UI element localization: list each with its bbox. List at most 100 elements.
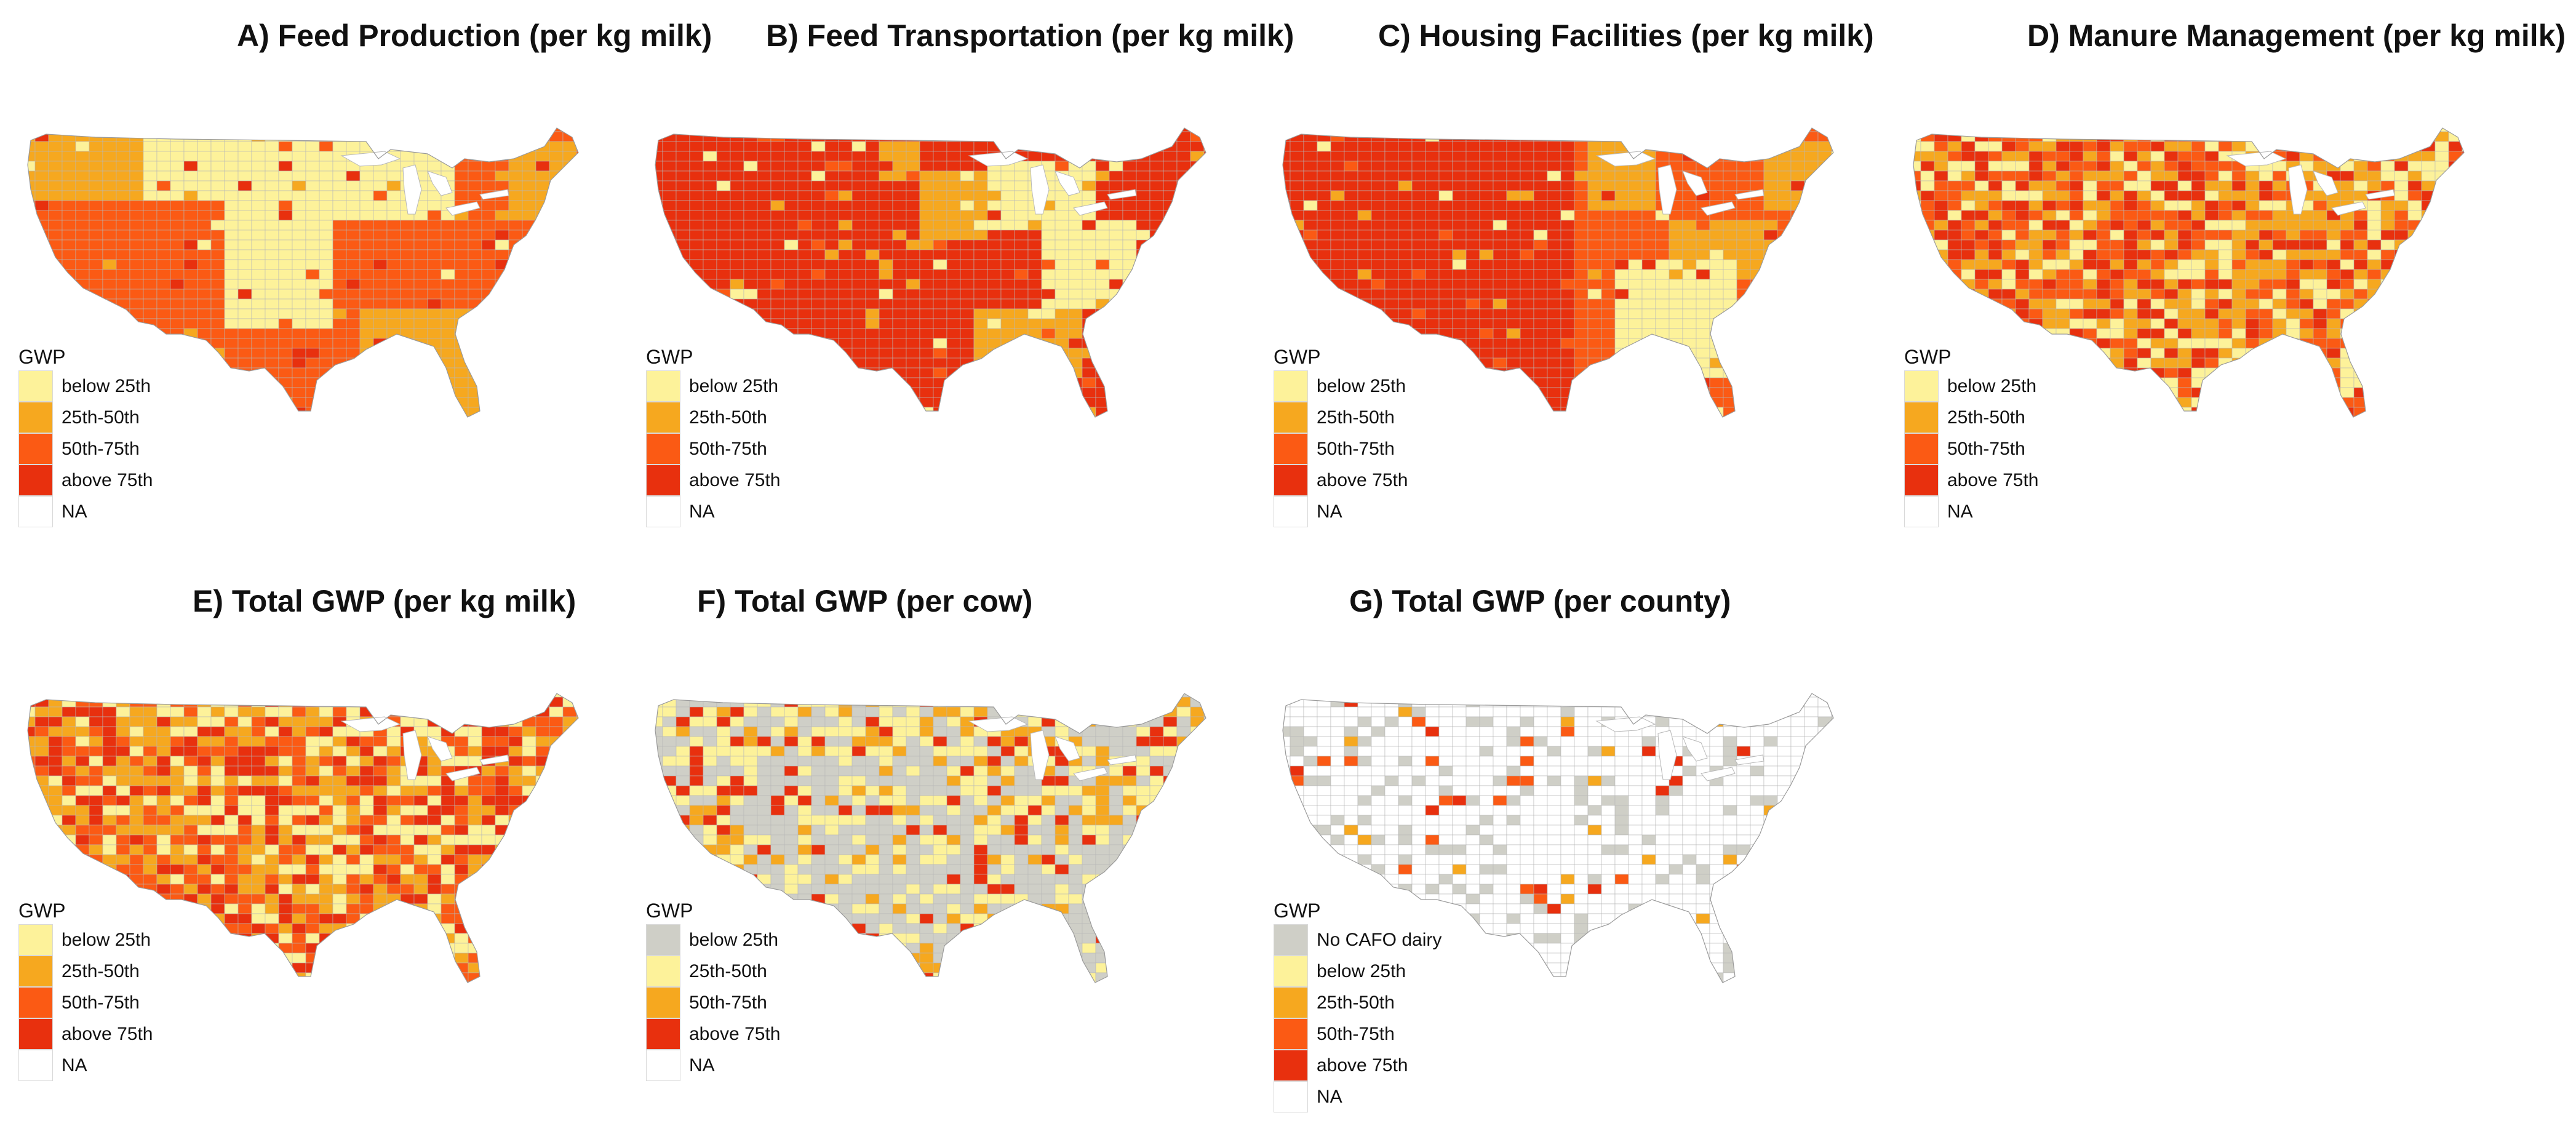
legend-title: GWP bbox=[1274, 900, 1321, 922]
great-lake bbox=[2365, 189, 2395, 200]
great-lake bbox=[1055, 170, 1080, 196]
legend-item: 50th-75th bbox=[1904, 433, 2038, 465]
us-outline bbox=[27, 127, 579, 418]
legend-item: below 25th bbox=[18, 924, 153, 956]
us-outline bbox=[1913, 127, 2465, 418]
map-total-gwp-per-cow bbox=[655, 693, 1206, 983]
legend-label: above 75th bbox=[62, 469, 153, 490]
great-lake bbox=[2226, 151, 2287, 167]
legend-swatch bbox=[646, 1050, 680, 1081]
panel-c: C) Housing Facilities (per kg milk) GWP b… bbox=[1274, 11, 1913, 565]
legend: GWP below 25th 25th-50th 50th-75th above 75t… bbox=[18, 343, 153, 527]
great-lake bbox=[445, 767, 481, 781]
great-lake bbox=[479, 189, 509, 200]
great-lake bbox=[340, 151, 401, 167]
legend-item: 50th-75th bbox=[18, 987, 153, 1018]
great-lake bbox=[402, 164, 422, 215]
panel-title: A) Feed Production (per kg milk) bbox=[237, 18, 712, 53]
us-outline bbox=[655, 693, 1206, 983]
legend-item: 50th-75th bbox=[1274, 433, 1408, 465]
legend-label: below 25th bbox=[1947, 375, 2037, 396]
legend-label: No CAFO dairy bbox=[1317, 929, 1442, 950]
legend-swatch bbox=[18, 496, 53, 527]
legend-swatch bbox=[646, 956, 680, 987]
legend-swatch bbox=[18, 433, 53, 465]
great-lake bbox=[2313, 170, 2339, 196]
legend-item: below 25th bbox=[18, 370, 153, 402]
legend: GWP below 25th 25th-50th 50th-75th above 75t… bbox=[646, 343, 780, 527]
legend-swatch bbox=[1274, 1081, 1308, 1112]
legend-swatch bbox=[18, 987, 53, 1018]
us-outline bbox=[27, 693, 579, 983]
legend-label: 25th-50th bbox=[1317, 407, 1395, 428]
legend-item: NA bbox=[646, 496, 780, 527]
legend-item: above 75th bbox=[1274, 1050, 1442, 1081]
legend-item: below 25th bbox=[646, 924, 780, 956]
us-outline bbox=[1282, 693, 1834, 983]
map-manure-management bbox=[1913, 127, 2465, 418]
legend-item: 25th-50th bbox=[1904, 402, 2038, 433]
legend-item: above 75th bbox=[646, 465, 780, 496]
legend-swatch bbox=[1274, 496, 1308, 527]
great-lake bbox=[968, 716, 1029, 732]
legend-title: GWP bbox=[646, 900, 693, 922]
legend-label: above 75th bbox=[62, 1023, 153, 1044]
legend-label: above 75th bbox=[1947, 469, 2039, 490]
legend-title: GWP bbox=[646, 346, 693, 368]
legend: GWP No CAFO dairy below 25th 25th-50th 50th-… bbox=[1274, 897, 1442, 1112]
great-lake bbox=[2331, 201, 2366, 216]
great-lake bbox=[1682, 170, 1708, 196]
legend-item: 50th-75th bbox=[18, 433, 153, 465]
legend-swatch bbox=[1274, 1050, 1308, 1081]
legend-label: below 25th bbox=[62, 375, 151, 396]
legend-label: below 25th bbox=[62, 929, 151, 950]
great-lake bbox=[340, 716, 401, 732]
great-lake bbox=[1657, 730, 1677, 780]
legend-label: 50th-75th bbox=[689, 992, 767, 1013]
legend-label: above 75th bbox=[689, 1023, 781, 1044]
legend-swatch bbox=[18, 465, 53, 496]
panel-title: C) Housing Facilities (per kg milk) bbox=[1378, 18, 1874, 53]
legend-swatch bbox=[646, 496, 680, 527]
legend-label: below 25th bbox=[689, 929, 779, 950]
great-lake bbox=[1734, 189, 1765, 200]
panel-title: B) Feed Transportation (per kg milk) bbox=[766, 18, 1294, 53]
legend-label: NA bbox=[1317, 501, 1342, 522]
legend-label: 50th-75th bbox=[1317, 1023, 1395, 1044]
legend-label: 50th-75th bbox=[689, 438, 767, 459]
legend-swatch bbox=[18, 1018, 53, 1050]
legend-swatch bbox=[1274, 1018, 1308, 1050]
panel-g: G) Total GWP (per county) GWP No CAFO dai… bbox=[1274, 577, 1913, 1130]
great-lake bbox=[1682, 736, 1708, 762]
legend-swatch bbox=[18, 924, 53, 956]
panel-title: E) Total GWP (per kg milk) bbox=[193, 584, 576, 618]
legend-swatch bbox=[1904, 370, 1939, 402]
legend-label: 50th-75th bbox=[1317, 438, 1395, 459]
legend-item: 25th-50th bbox=[18, 956, 153, 987]
panel-title: F) Total GWP (per cow) bbox=[697, 584, 1033, 618]
legend-label: above 75th bbox=[689, 469, 781, 490]
legend: GWP below 25th 25th-50th 50th-75th above 75t… bbox=[18, 897, 153, 1081]
legend-item: NA bbox=[1274, 496, 1408, 527]
legend-swatch bbox=[18, 956, 53, 987]
great-lake bbox=[1073, 201, 1108, 216]
great-lake bbox=[402, 730, 422, 780]
great-lake bbox=[1107, 189, 1137, 200]
legend-item: below 25th bbox=[1274, 956, 1442, 987]
legend-item: NA bbox=[646, 1050, 780, 1081]
legend-swatch bbox=[646, 924, 680, 956]
legend-item: 50th-75th bbox=[1274, 1018, 1442, 1050]
great-lake bbox=[1734, 754, 1765, 765]
great-lake bbox=[427, 736, 453, 762]
legend-swatch bbox=[1274, 987, 1308, 1018]
legend-label: NA bbox=[1947, 501, 1973, 522]
legend-item: above 75th bbox=[1904, 465, 2038, 496]
map-housing-facilities bbox=[1282, 127, 1834, 418]
legend-item: 25th-50th bbox=[1274, 402, 1408, 433]
legend-item: NA bbox=[1274, 1081, 1442, 1112]
legend-swatch bbox=[646, 370, 680, 402]
legend-item: NA bbox=[18, 1050, 153, 1081]
legend-swatch bbox=[1904, 496, 1939, 527]
legend-item: above 75th bbox=[646, 1018, 780, 1050]
great-lake bbox=[1595, 151, 1656, 167]
